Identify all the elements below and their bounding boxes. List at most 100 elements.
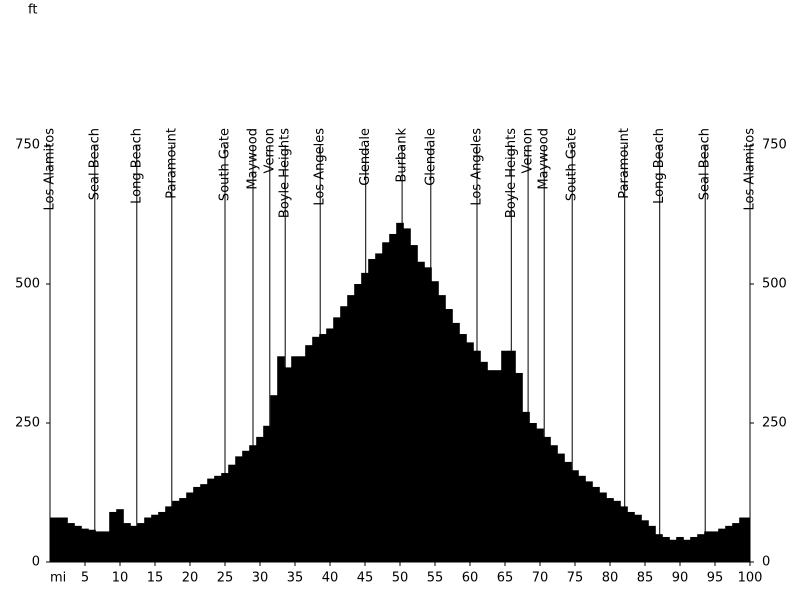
elevation-column (529, 423, 537, 562)
marker-label: Paramount (617, 128, 632, 199)
marker-label: Long Beach (129, 128, 144, 204)
elevation-column (389, 233, 397, 562)
elevation-column (445, 309, 453, 562)
marker-label: Burbank (395, 128, 410, 183)
elevation-column (620, 506, 628, 562)
elevation-column (522, 411, 530, 562)
x-tick-label: 50 (392, 571, 409, 586)
elevation-column (536, 428, 544, 562)
elevation-column (228, 464, 236, 562)
elevation-column (634, 514, 642, 562)
elevation-column (480, 361, 488, 562)
marker-label: Maywood (537, 128, 552, 190)
elevation-column (459, 334, 467, 562)
marker-label: Vernon (521, 128, 536, 173)
elevation-column (403, 228, 411, 562)
elevation-column (354, 284, 362, 562)
elevation-column (53, 517, 61, 562)
elevation-column (466, 342, 474, 562)
elevation-column (130, 525, 138, 562)
elevation-column (347, 295, 355, 562)
elevation-column (305, 345, 313, 562)
elevation-column (102, 531, 110, 562)
elevation-column (109, 511, 117, 562)
x-axis-label: mi (50, 571, 66, 586)
marker-label: Los Angeles (313, 128, 328, 206)
elevation-column (557, 453, 565, 562)
marker-label: Long Beach (652, 128, 667, 204)
elevation-column (242, 450, 250, 562)
elevation-column (725, 525, 733, 562)
elevation-column (116, 509, 124, 562)
marker-label: Paramount (164, 128, 179, 199)
elevation-column (613, 500, 621, 562)
elevation-column (81, 528, 89, 562)
marker-label: Glendale (423, 128, 438, 186)
x-tick-label: 20 (182, 571, 199, 586)
elevation-column (690, 536, 698, 562)
x-tick-label: 15 (147, 571, 164, 586)
elevation-column (200, 484, 208, 562)
elevation-column (74, 525, 82, 562)
elevation-column (291, 356, 299, 562)
marker-label: Glendale (358, 128, 373, 186)
elevation-column (683, 539, 691, 562)
elevation-column (599, 492, 607, 562)
elevation-column (501, 350, 509, 562)
elevation-column (361, 272, 369, 562)
elevation-column (193, 486, 201, 562)
elevation-column (186, 492, 194, 562)
marker-label: Seal Beach (698, 128, 713, 200)
marker-label: Los Angeles (470, 128, 485, 206)
marker-label: Vernon (262, 128, 277, 173)
elevation-column (606, 498, 614, 562)
x-tick-label: 70 (532, 571, 549, 586)
marker-label: Los Alamitos (43, 128, 58, 211)
elevation-column (452, 322, 460, 562)
elevation-column (746, 517, 750, 562)
x-tick-label: 90 (672, 571, 689, 586)
x-tick-label: 35 (287, 571, 304, 586)
x-tick-label: 95 (707, 571, 724, 586)
elevation-column (508, 350, 516, 562)
x-tick-label: 100 (738, 571, 763, 586)
x-tick-label: 55 (427, 571, 444, 586)
elevation-column (382, 242, 390, 563)
elevation-column (578, 475, 586, 562)
elevation-column (165, 506, 173, 562)
elevation-column (326, 328, 334, 562)
elevation-column (340, 306, 348, 562)
y-axis-label: ft (28, 3, 37, 18)
x-tick-label: 65 (497, 571, 514, 586)
y-tick-label: 250 (15, 416, 40, 431)
elevation-column (144, 517, 152, 562)
marker-label: Boyle Heights (504, 128, 519, 218)
elevation-column (410, 245, 418, 562)
elevation-column (424, 267, 432, 562)
marker-label: Maywood (246, 128, 261, 190)
x-tick-label: 30 (252, 571, 269, 586)
marker-label: Boyle Heights (278, 128, 293, 218)
elevation-column (718, 528, 726, 562)
elevation-column (592, 486, 600, 562)
elevation-column (368, 258, 376, 562)
elevation-column (256, 436, 264, 562)
elevation-column (312, 336, 320, 562)
x-tick-label: 25 (217, 571, 234, 586)
x-tick-label: 85 (637, 571, 654, 586)
elevation-column (270, 395, 278, 562)
elevation-column (67, 523, 75, 562)
y-tick-label: 0 (32, 555, 40, 570)
x-tick-label: 80 (602, 571, 619, 586)
marker-label: South Gate (565, 128, 580, 201)
elevation-column (676, 536, 684, 562)
elevation-column (550, 445, 558, 562)
elevation-column (662, 536, 670, 562)
y-tick-label: 500 (15, 277, 40, 292)
elevation-column (88, 529, 96, 562)
elevation-column (431, 281, 439, 562)
elevation-column (711, 531, 719, 562)
elevation-column (571, 470, 579, 562)
elevation-column (697, 534, 705, 562)
